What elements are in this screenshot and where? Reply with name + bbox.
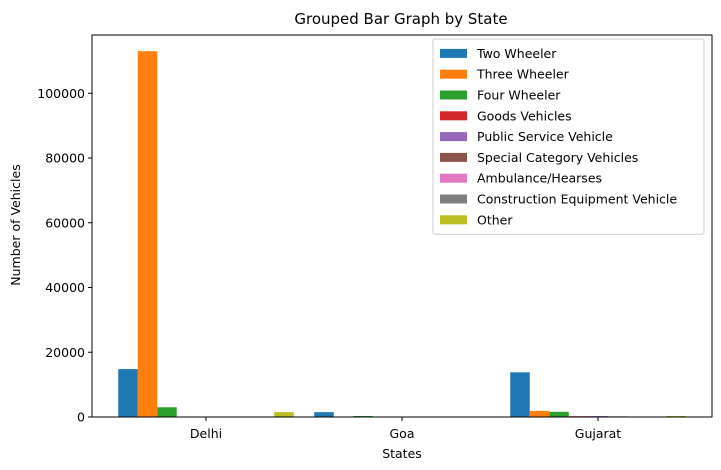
legend-label: Public Service Vehicle [477,129,613,144]
x-axis-title: States [382,446,422,461]
y-tick-label: 40000 [45,280,85,295]
bar-two-wheeler-goa [314,412,334,417]
y-tick-label: 20000 [45,345,85,360]
legend-swatch [440,90,467,100]
legend-swatch [440,173,467,183]
x-axis: Delhi Goa Gujarat [190,417,621,441]
legend-swatch [440,69,467,79]
legend-swatch [440,194,467,204]
legend-label: Construction Equipment Vehicle [477,192,677,207]
legend-label: Two Wheeler [476,46,557,61]
bar-two-wheeler-delhi [118,369,138,417]
chart-title: Grouped Bar Graph by State [294,10,507,28]
bar-four-wheeler-delhi [157,407,177,417]
legend-swatch [440,111,467,121]
legend: Two Wheeler Three Wheeler Four Wheeler Good… [432,38,705,235]
legend-swatch [440,132,467,142]
y-tick-label: 60000 [45,215,85,230]
legend-swatch [440,152,467,162]
legend-swatch [440,48,467,58]
x-tick-label: Goa [390,426,415,441]
legend-label: Ambulance/Hearses [477,171,602,186]
bar-four-wheeler-gujarat [549,411,569,417]
x-tick-label: Delhi [190,426,222,441]
legend-label: Special Category Vehicles [477,150,638,165]
bar-two-wheeler-gujarat [510,372,530,417]
legend-label: Other [477,212,513,227]
legend-label: Three Wheeler [476,67,570,82]
bar-three-wheeler-gujarat [529,410,550,417]
bar-three-wheeler-delhi [137,51,158,417]
legend-label: Four Wheeler [477,88,561,103]
legend-box [432,38,705,235]
bar-other-delhi [274,412,294,417]
y-axis: 0 20000 40000 60000 80000 100000 [37,86,92,425]
legend-swatch [440,215,467,225]
y-tick-label: 80000 [45,151,85,166]
x-tick-label: Gujarat [575,426,622,441]
y-tick-label: 100000 [37,86,85,101]
legend-label: Goods Vehicles [477,108,572,123]
y-axis-title: Number of Vehicles [8,164,23,285]
y-tick-label: 0 [77,410,85,425]
